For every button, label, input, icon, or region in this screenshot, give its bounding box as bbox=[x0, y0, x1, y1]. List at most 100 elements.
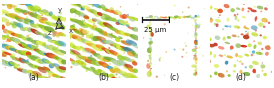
Ellipse shape bbox=[145, 17, 150, 18]
Ellipse shape bbox=[58, 41, 67, 47]
Point bbox=[158, 57, 162, 59]
Ellipse shape bbox=[77, 20, 82, 24]
Ellipse shape bbox=[2, 44, 12, 50]
Ellipse shape bbox=[261, 18, 268, 22]
Ellipse shape bbox=[1, 50, 9, 55]
Ellipse shape bbox=[71, 61, 75, 65]
Ellipse shape bbox=[67, 43, 77, 48]
Ellipse shape bbox=[195, 66, 197, 68]
Ellipse shape bbox=[97, 55, 101, 59]
Ellipse shape bbox=[98, 69, 102, 72]
Ellipse shape bbox=[105, 49, 112, 54]
Ellipse shape bbox=[91, 51, 97, 55]
Point bbox=[260, 48, 264, 50]
Point bbox=[57, 70, 62, 71]
Ellipse shape bbox=[10, 37, 15, 41]
Ellipse shape bbox=[85, 24, 95, 28]
Ellipse shape bbox=[247, 7, 252, 10]
Ellipse shape bbox=[213, 43, 218, 46]
Ellipse shape bbox=[29, 20, 34, 25]
Ellipse shape bbox=[85, 67, 95, 72]
Ellipse shape bbox=[149, 27, 152, 29]
Ellipse shape bbox=[94, 12, 100, 17]
Point bbox=[24, 37, 29, 39]
Point bbox=[11, 18, 15, 19]
Point bbox=[102, 8, 106, 9]
Point bbox=[90, 33, 94, 34]
Ellipse shape bbox=[3, 12, 10, 16]
Ellipse shape bbox=[150, 40, 153, 44]
Point bbox=[235, 14, 240, 15]
Point bbox=[124, 42, 129, 44]
Ellipse shape bbox=[43, 20, 53, 26]
Point bbox=[164, 51, 169, 53]
Ellipse shape bbox=[10, 37, 21, 43]
Ellipse shape bbox=[15, 8, 20, 13]
Ellipse shape bbox=[150, 53, 152, 55]
Ellipse shape bbox=[59, 50, 68, 54]
Ellipse shape bbox=[24, 18, 33, 23]
Ellipse shape bbox=[18, 43, 26, 48]
Ellipse shape bbox=[6, 30, 10, 35]
Point bbox=[61, 60, 66, 61]
Point bbox=[50, 66, 54, 67]
Ellipse shape bbox=[120, 40, 125, 43]
Ellipse shape bbox=[52, 74, 59, 77]
Point bbox=[125, 21, 129, 23]
Point bbox=[184, 45, 188, 47]
Ellipse shape bbox=[147, 71, 152, 77]
Ellipse shape bbox=[8, 13, 19, 18]
Ellipse shape bbox=[19, 10, 28, 15]
Ellipse shape bbox=[149, 34, 152, 36]
Point bbox=[270, 71, 274, 73]
Ellipse shape bbox=[79, 22, 89, 28]
Point bbox=[36, 11, 41, 12]
Ellipse shape bbox=[83, 48, 92, 54]
Point bbox=[79, 57, 83, 58]
Ellipse shape bbox=[112, 43, 118, 47]
Ellipse shape bbox=[0, 19, 3, 22]
Ellipse shape bbox=[27, 37, 33, 42]
Point bbox=[107, 67, 111, 68]
Ellipse shape bbox=[51, 63, 56, 67]
Ellipse shape bbox=[195, 30, 196, 33]
Ellipse shape bbox=[150, 51, 151, 53]
Ellipse shape bbox=[71, 18, 81, 23]
Ellipse shape bbox=[149, 56, 151, 60]
Ellipse shape bbox=[195, 58, 198, 61]
Ellipse shape bbox=[52, 47, 59, 53]
Point bbox=[40, 15, 44, 16]
Ellipse shape bbox=[84, 0, 90, 3]
Point bbox=[194, 34, 198, 35]
Point bbox=[25, 59, 30, 61]
Ellipse shape bbox=[112, 60, 122, 66]
Ellipse shape bbox=[67, 41, 75, 46]
Ellipse shape bbox=[150, 32, 154, 37]
Point bbox=[253, 20, 258, 22]
Ellipse shape bbox=[109, 49, 117, 55]
Ellipse shape bbox=[149, 56, 152, 59]
Ellipse shape bbox=[114, 68, 122, 73]
Point bbox=[155, 76, 159, 77]
Ellipse shape bbox=[82, 29, 90, 35]
Ellipse shape bbox=[56, 67, 65, 73]
Ellipse shape bbox=[47, 28, 56, 34]
Ellipse shape bbox=[71, 50, 81, 56]
Ellipse shape bbox=[100, 46, 104, 51]
Ellipse shape bbox=[15, 66, 23, 70]
Point bbox=[172, 5, 177, 6]
Ellipse shape bbox=[194, 19, 197, 22]
Point bbox=[259, 11, 263, 12]
Ellipse shape bbox=[150, 40, 152, 41]
Ellipse shape bbox=[92, 2, 102, 8]
Ellipse shape bbox=[193, 57, 197, 59]
Ellipse shape bbox=[26, 71, 30, 73]
Ellipse shape bbox=[101, 16, 109, 21]
Point bbox=[55, 41, 59, 43]
Ellipse shape bbox=[75, 60, 84, 65]
Point bbox=[228, 49, 233, 50]
Ellipse shape bbox=[170, 16, 173, 18]
Ellipse shape bbox=[23, 45, 33, 50]
Ellipse shape bbox=[124, 64, 133, 69]
Point bbox=[172, 49, 177, 50]
